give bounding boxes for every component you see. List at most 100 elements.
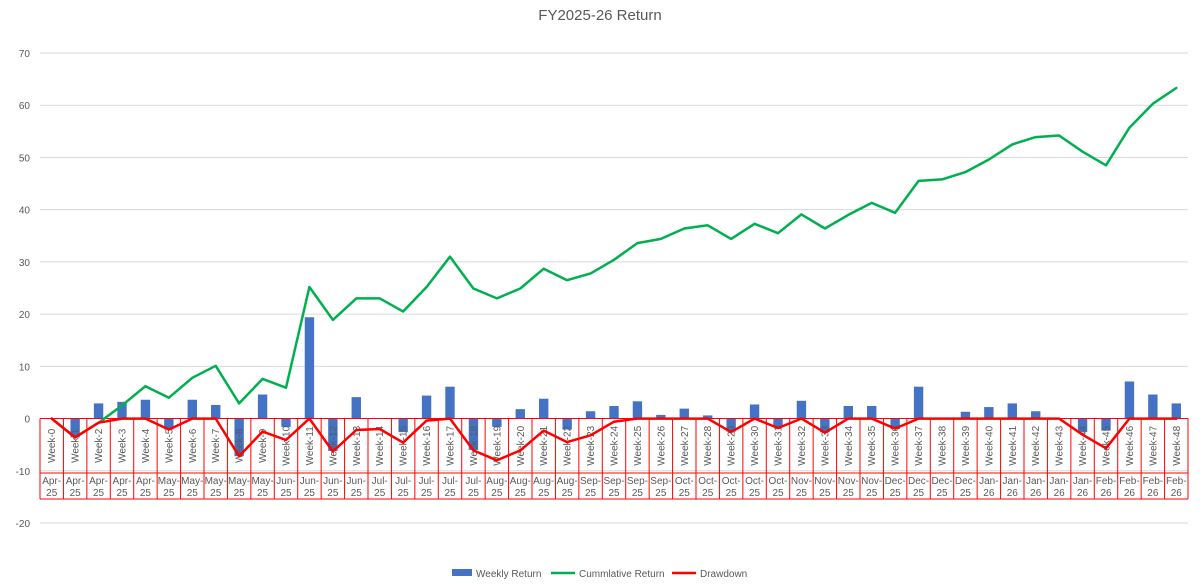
y-tick-label: 60	[19, 101, 31, 112]
x-year-label: 25	[491, 488, 503, 499]
x-tick-label: Week-25	[633, 425, 644, 465]
series-lines	[50, 86, 1178, 462]
x-tick-label: Week-36	[891, 425, 902, 465]
x-year-label: 25	[679, 488, 691, 499]
x-year-label: 25	[327, 488, 339, 499]
bar	[539, 398, 549, 419]
x-tick-label: Week-27	[680, 425, 691, 465]
x-tick-label: Week-28	[703, 425, 714, 465]
bar	[468, 418, 479, 450]
x-month-label: Aug-	[557, 476, 578, 487]
cumulative-return-line	[50, 86, 1178, 439]
x-month-label: Jan-	[1073, 476, 1092, 487]
x-tick-label: Week-35	[867, 425, 878, 465]
bar	[1171, 403, 1181, 419]
bar	[234, 418, 244, 457]
bar	[609, 406, 619, 419]
x-year-label: 25	[257, 488, 269, 499]
gridlines	[40, 52, 1188, 524]
x-tick-label: Week-40	[984, 425, 995, 465]
x-month-label: Jan-	[979, 476, 998, 487]
x-tick-label: Week-2	[94, 428, 105, 463]
bar	[445, 386, 455, 419]
x-month-label: May-	[205, 476, 227, 487]
x-tick-label: Week-39	[961, 425, 972, 465]
bar	[773, 418, 783, 427]
x-month-label: Jan-	[1026, 476, 1045, 487]
chart-title: FY2025-26 Return	[538, 7, 661, 24]
bar	[281, 418, 291, 427]
bar	[492, 418, 502, 427]
x-tick-label: Week-24	[610, 425, 621, 465]
x-year-label: 26	[1147, 488, 1159, 499]
x-year-label: 25	[843, 488, 855, 499]
x-year-label: 25	[608, 488, 620, 499]
y-tick-label: -10	[16, 467, 31, 478]
x-year-label: 25	[702, 488, 714, 499]
bar	[304, 317, 315, 419]
x-year-label: 25	[655, 488, 667, 499]
x-month-label: Jul-	[372, 476, 388, 487]
x-month-label: Oct-	[745, 476, 764, 487]
x-year-label: 26	[1171, 488, 1183, 499]
x-tick-label: Week-48	[1172, 425, 1183, 465]
x-month-label: Jul-	[465, 476, 481, 487]
x-month-label: Dec-	[908, 476, 929, 487]
y-axis: -20 -10 0 10 20 30 40 50 60 70	[16, 49, 31, 530]
x-tick-label: Week-46	[1125, 425, 1136, 465]
legend-cumulative-return: Cummlative Return	[551, 569, 665, 580]
x-month-label: May-	[228, 476, 250, 487]
x-month-label: Nov-	[861, 476, 882, 487]
x-year-label: 25	[140, 488, 152, 499]
x-tick-label: Week-11	[305, 426, 316, 466]
bar	[421, 395, 432, 419]
x-month-label: Oct-	[769, 476, 788, 487]
x-year-label: 25	[421, 488, 433, 499]
x-month-label: Apr-	[89, 476, 108, 487]
bar	[257, 394, 268, 419]
x-tick-label: Week-3	[118, 428, 129, 463]
x-tick-label: Week-43	[1055, 425, 1066, 465]
x-year-label: 25	[234, 488, 246, 499]
x-year-label: 26	[1054, 488, 1066, 499]
bar	[562, 418, 572, 430]
x-year-label: 25	[187, 488, 199, 499]
x-year-label: 25	[936, 488, 948, 499]
x-tick-label: Week-17	[446, 425, 457, 465]
x-tick-label: Week-16	[422, 425, 433, 465]
x-month-label: Dec-	[931, 476, 952, 487]
x-tick-label: Week-13	[352, 425, 363, 465]
x-tick-label: Week-42	[1031, 425, 1042, 465]
x-tick-label: Week-23	[586, 425, 597, 465]
x-month-label: Nov-	[814, 476, 835, 487]
x-tick-label: Week-34	[844, 425, 855, 465]
y-tick-label: 10	[19, 362, 31, 373]
bar	[703, 415, 713, 419]
x-year-label: 25	[890, 488, 902, 499]
x-year-label: 26	[1100, 488, 1112, 499]
x-month-label: Sep-	[580, 476, 601, 487]
x-year-label: 25	[515, 488, 527, 499]
weekly-return-bars	[70, 317, 1181, 457]
x-month-label: Apr-	[42, 476, 61, 487]
x-year-label: 25	[280, 488, 292, 499]
x-tick-label: Week-30	[750, 425, 761, 465]
x-month-label: Dec-	[885, 476, 906, 487]
x-year-label: 25	[819, 488, 831, 499]
x-month-label: Jul-	[419, 476, 435, 487]
x-year-label: 25	[374, 488, 386, 499]
x-year-label: 26	[1030, 488, 1042, 499]
x-year-label: 25	[749, 488, 761, 499]
x-tick-label: Week-10	[282, 425, 293, 465]
x-month-label: May-	[158, 476, 180, 487]
legend-drawdown: Drawdown	[672, 569, 747, 580]
bar	[820, 418, 830, 433]
x-month-label: Jun-	[323, 476, 342, 487]
x-tick-label: Week-1	[71, 428, 82, 463]
x-year-label: 26	[1077, 488, 1089, 499]
x-tick-label: Week-31	[774, 425, 785, 465]
x-year-label: 25	[538, 488, 550, 499]
y-tick-label: 20	[19, 310, 31, 321]
bar	[632, 401, 643, 419]
